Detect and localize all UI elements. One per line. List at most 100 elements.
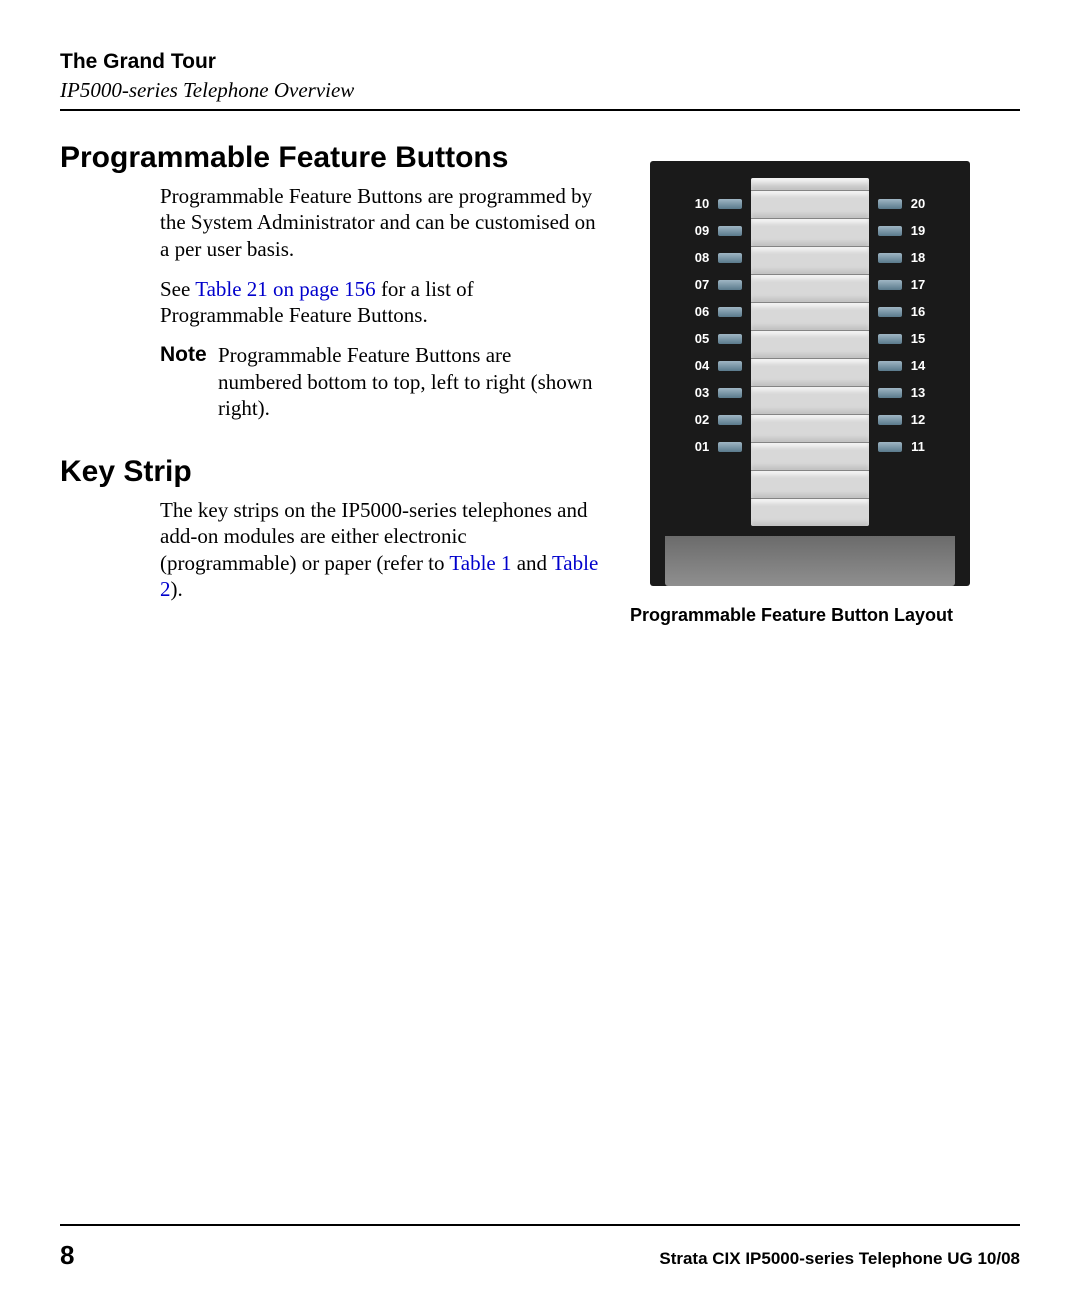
figure-caption: Programmable Feature Button Layout: [630, 604, 1000, 627]
button-number-left: 07: [689, 271, 715, 298]
strip-slot: [751, 275, 869, 303]
button-key-icon: [718, 199, 742, 209]
feature-button-right: [875, 271, 905, 298]
button-key-icon: [718, 361, 742, 371]
strip-slot: [751, 359, 869, 387]
button-key-icon: [718, 442, 742, 452]
button-number-right: 16: [905, 298, 931, 325]
button-number-right: 17: [905, 271, 931, 298]
feature-button-right: [875, 244, 905, 271]
button-key-icon: [878, 226, 902, 236]
ks-mid: and: [511, 551, 551, 575]
button-key-icon: [718, 388, 742, 398]
button-key-icon: [878, 307, 902, 317]
button-number-left: 10: [689, 190, 715, 217]
feature-button-left: [715, 217, 745, 244]
strip-slot: [751, 415, 869, 443]
button-number-right: 13: [905, 379, 931, 406]
button-number-left: 05: [689, 325, 715, 352]
strip-slot: [751, 443, 869, 471]
button-number-right: 11: [905, 433, 931, 460]
feature-button-right: [875, 406, 905, 433]
keystrip-paragraph: The key strips on the IP5000-series tele…: [160, 497, 600, 602]
button-number-left: 01: [689, 433, 715, 460]
button-number-left: 03: [689, 379, 715, 406]
heading-programmable-feature-buttons: Programmable Feature Buttons: [60, 141, 600, 175]
button-number-left: 02: [689, 406, 715, 433]
button-key-icon: [878, 199, 902, 209]
link-table-1[interactable]: Table 1: [449, 551, 511, 575]
button-key-icon: [878, 361, 902, 371]
header-chapter-title: The Grand Tour: [60, 50, 1020, 74]
button-number-right: 12: [905, 406, 931, 433]
feature-button-right: [875, 379, 905, 406]
panel-inner: 10090807060504030201 2019181716151413121…: [665, 176, 955, 526]
feature-button-left: [715, 352, 745, 379]
strip-slot: [751, 331, 869, 359]
right-button-column: [875, 190, 905, 526]
button-key-icon: [878, 334, 902, 344]
note-block: Note Programmable Feature Buttons are nu…: [160, 342, 600, 421]
button-key-icon: [718, 280, 742, 290]
footer-document-id: Strata CIX IP5000-series Telephone UG 10…: [659, 1249, 1020, 1269]
left-button-column: [715, 190, 745, 526]
button-layout-diagram: 10090807060504030201 2019181716151413121…: [650, 161, 970, 586]
feature-button-right: [875, 352, 905, 379]
strip-slot: [751, 471, 869, 499]
feature-button-left: [715, 433, 745, 460]
pfb-paragraph-2: See Table 21 on page 156 for a list of P…: [160, 276, 600, 329]
panel-base: [665, 536, 955, 586]
button-number-right: 18: [905, 244, 931, 271]
strip-slot: [751, 247, 869, 275]
strip-slot: [751, 178, 869, 191]
figure-column: 10090807060504030201 2019181716151413121…: [620, 141, 1000, 627]
button-number-right: 20: [905, 190, 931, 217]
strip-slot: [751, 219, 869, 247]
button-number-right: 14: [905, 352, 931, 379]
button-key-icon: [718, 226, 742, 236]
button-key-icon: [718, 415, 742, 425]
document-page: The Grand Tour IP5000-series Telephone O…: [0, 0, 1080, 1311]
button-key-icon: [878, 415, 902, 425]
pfb-paragraph-1: Programmable Feature Buttons are program…: [160, 183, 600, 262]
ks-post: ).: [171, 577, 183, 601]
label-strip: [751, 178, 869, 526]
right-number-column: 20191817161514131211: [905, 190, 931, 526]
feature-button-left: [715, 271, 745, 298]
feature-button-right: [875, 217, 905, 244]
button-number-right: 19: [905, 217, 931, 244]
feature-button-left: [715, 244, 745, 271]
pfb-p2-pre: See: [160, 277, 195, 301]
strip-slot: [751, 387, 869, 415]
feature-button-left: [715, 298, 745, 325]
feature-button-right: [875, 325, 905, 352]
button-key-icon: [718, 334, 742, 344]
button-number-left: 09: [689, 217, 715, 244]
button-number-left: 08: [689, 244, 715, 271]
button-key-icon: [878, 280, 902, 290]
button-key-icon: [878, 253, 902, 263]
button-key-icon: [718, 253, 742, 263]
button-number-right: 15: [905, 325, 931, 352]
button-key-icon: [878, 388, 902, 398]
button-key-icon: [878, 442, 902, 452]
link-table-21[interactable]: Table 21 on page 156: [195, 277, 375, 301]
feature-button-left: [715, 379, 745, 406]
footer-page-number: 8: [60, 1240, 74, 1271]
button-number-left: 06: [689, 298, 715, 325]
button-key-icon: [718, 307, 742, 317]
strip-slot: [751, 499, 869, 526]
feature-button-left: [715, 190, 745, 217]
left-number-column: 10090807060504030201: [689, 190, 715, 526]
header-rule: [60, 109, 1020, 111]
page-header: The Grand Tour IP5000-series Telephone O…: [60, 50, 1020, 111]
feature-button-right: [875, 433, 905, 460]
strip-slot: [751, 303, 869, 331]
content-columns: Programmable Feature Buttons Programmabl…: [60, 141, 1020, 627]
strip-slot: [751, 191, 869, 219]
heading-key-strip: Key Strip: [60, 455, 600, 489]
feature-button-left: [715, 325, 745, 352]
button-number-left: 04: [689, 352, 715, 379]
feature-button-right: [875, 298, 905, 325]
feature-button-right: [875, 190, 905, 217]
